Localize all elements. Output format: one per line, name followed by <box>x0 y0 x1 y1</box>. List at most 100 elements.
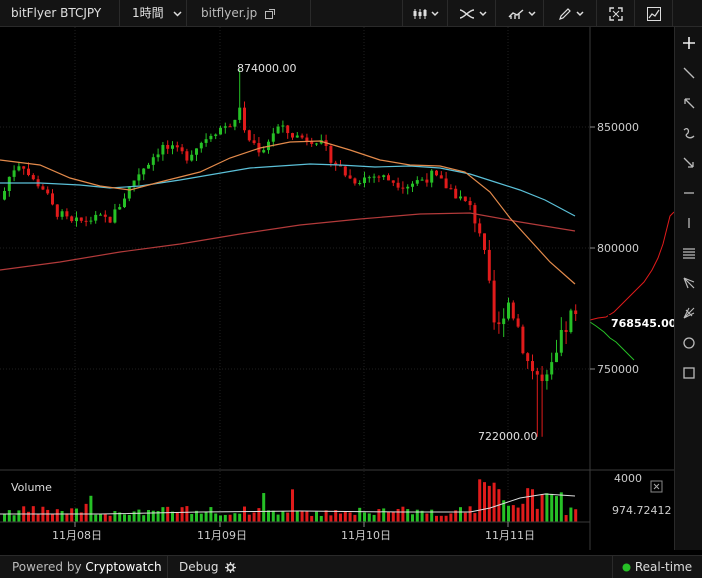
candle-body <box>564 329 568 333</box>
candle-body <box>247 130 251 141</box>
candle-body <box>353 178 357 184</box>
volume-bar <box>65 513 69 522</box>
candle-body <box>161 144 165 155</box>
symbol-selector[interactable]: bitFlyer BTCJPY <box>0 0 120 26</box>
crosshair-tool[interactable] <box>675 31 702 55</box>
volume-bar <box>223 514 227 522</box>
volume-bar <box>415 509 419 522</box>
candle-body <box>559 329 563 353</box>
gear-icon <box>225 562 237 573</box>
volume-bar <box>555 496 558 522</box>
volume-bars <box>0 479 578 522</box>
trendline-tool[interactable] <box>675 61 702 85</box>
candle-body <box>132 180 136 187</box>
x-tick-label: 11月08日 <box>52 529 102 542</box>
volume-bar <box>497 489 501 522</box>
curve-tool[interactable] <box>675 121 702 145</box>
divider <box>167 556 168 578</box>
volume-bar <box>137 509 141 522</box>
candle-body <box>401 187 405 189</box>
volume-bar <box>118 512 122 522</box>
candle-body <box>540 374 544 382</box>
volume-bar <box>147 509 150 522</box>
volume-bar <box>396 508 400 522</box>
candle-body <box>545 374 549 382</box>
volume-bar <box>75 508 78 522</box>
debug-label: Debug <box>179 560 219 574</box>
volume-bar <box>315 511 318 522</box>
volume-bar <box>507 505 510 522</box>
screenshot-button[interactable] <box>635 0 673 26</box>
volume-bar <box>564 515 568 522</box>
volume-bar <box>60 511 64 522</box>
interval-selector[interactable]: 1時間 <box>120 0 187 26</box>
volume-bar <box>103 513 107 522</box>
circle-icon <box>683 337 695 349</box>
draw-tool-button[interactable] <box>544 0 597 26</box>
candle-body <box>415 180 419 184</box>
chart-type-button[interactable] <box>402 0 448 26</box>
volume-bar <box>310 515 314 522</box>
close-volume-button[interactable] <box>650 480 663 493</box>
volume-bar <box>36 514 40 522</box>
candle-body <box>204 139 208 143</box>
volume-bar <box>511 505 515 522</box>
candle-body <box>507 302 510 319</box>
candle-body <box>12 170 16 177</box>
fullscreen-button[interactable] <box>597 0 635 26</box>
candle-body <box>387 175 390 181</box>
candle-body <box>108 216 112 223</box>
ray-tool[interactable] <box>675 91 702 115</box>
candle-body <box>195 148 198 155</box>
volume-bar <box>545 493 549 522</box>
volume-bar <box>319 515 323 522</box>
powered-by-link[interactable]: Powered by Cryptowatch <box>12 556 162 578</box>
last-price-marker <box>608 315 672 330</box>
candle-body <box>51 193 54 205</box>
volume-bar <box>267 510 270 522</box>
volume-bar <box>343 511 347 522</box>
volume-bar <box>372 514 376 522</box>
x-tick-label: 11月10日 <box>341 529 391 542</box>
candle-body <box>252 140 256 144</box>
volume-bar <box>516 507 520 522</box>
volume-bar <box>166 506 170 522</box>
volume-bar <box>492 482 496 522</box>
volume-bar <box>295 511 299 522</box>
axes <box>0 27 674 550</box>
candle-body <box>300 135 304 138</box>
candle-body <box>305 137 309 142</box>
candle-body <box>406 186 410 189</box>
horizontal-line-tool[interactable] <box>675 181 702 205</box>
indicators-button[interactable] <box>496 0 544 26</box>
compare-button[interactable] <box>448 0 496 26</box>
arrow-tool[interactable] <box>675 151 702 175</box>
volume-bar <box>89 495 93 522</box>
parallel-lines-tool[interactable] <box>675 241 702 265</box>
candle-body <box>492 280 496 323</box>
candle-body <box>233 119 237 127</box>
candlestick-chart[interactable]: 874000.00 722000.00 850000 800000 750000… <box>0 27 674 550</box>
candle-body <box>435 170 438 176</box>
candle-body <box>238 107 242 120</box>
vertical-line-tool[interactable] <box>675 211 702 235</box>
candle-body <box>99 214 102 216</box>
ellipse-tool[interactable] <box>675 331 702 355</box>
volume-bar <box>377 509 381 522</box>
volume-bar <box>185 506 189 522</box>
candle-body <box>31 175 35 180</box>
candle-body <box>315 143 318 145</box>
source-label: bitflyer.jp <box>201 6 258 20</box>
bid-depth-line <box>589 321 635 361</box>
source-link[interactable]: bitflyer.jp <box>187 0 311 26</box>
debug-button[interactable]: Debug <box>179 556 237 578</box>
volume-bar <box>300 510 304 522</box>
pitchfork-tool[interactable] <box>675 271 702 295</box>
chevron-down-icon <box>576 10 584 16</box>
rectangle-tool[interactable] <box>675 361 702 385</box>
candle-body <box>377 176 381 178</box>
candle-body <box>185 151 189 161</box>
candle-body <box>60 211 64 217</box>
x-tick-label: 11月11日 <box>485 529 535 542</box>
fan-tool[interactable] <box>675 301 702 325</box>
